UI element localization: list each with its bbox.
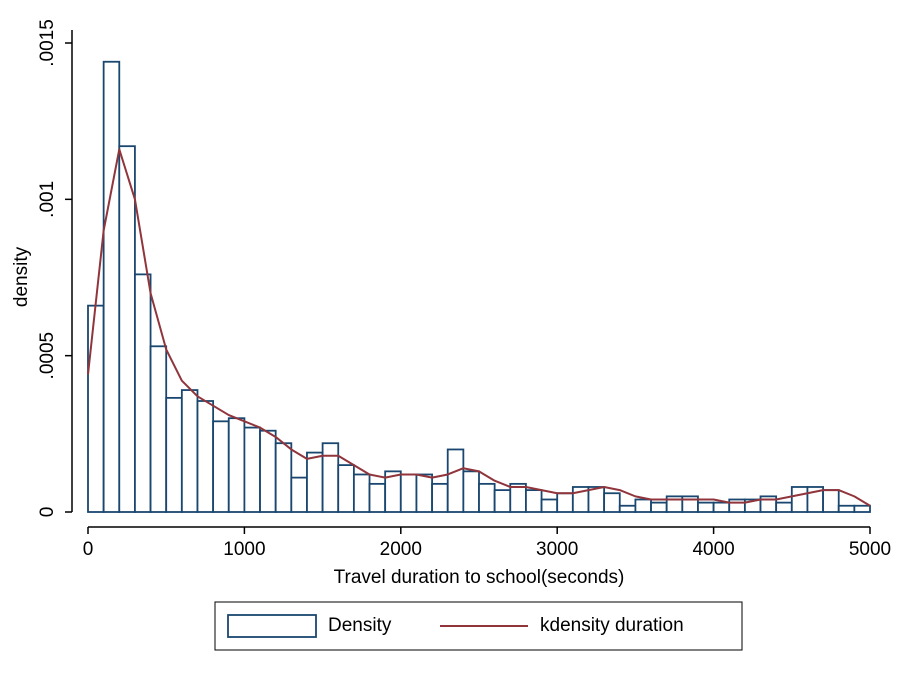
- x-tick-label: 1000: [223, 539, 265, 560]
- bar: [306, 451, 324, 513]
- y-tick-label: 0: [37, 507, 58, 518]
- bar: [587, 486, 606, 513]
- y-tick-label: .0015: [37, 19, 58, 67]
- bar: [274, 442, 293, 513]
- bar: [165, 396, 183, 513]
- bar: [321, 442, 340, 513]
- bar: [837, 504, 856, 513]
- bar: [243, 426, 261, 513]
- bar: [352, 473, 371, 513]
- x-tick-label: 2000: [380, 539, 422, 560]
- y-tick-label: .001: [37, 181, 58, 218]
- bar: [790, 486, 809, 513]
- bar: [415, 473, 433, 513]
- bar: [290, 476, 308, 513]
- bar: [650, 501, 668, 513]
- bar: [728, 498, 746, 513]
- bar: [368, 482, 387, 513]
- bar: [337, 464, 355, 513]
- bar: [227, 417, 246, 513]
- bar: [822, 489, 840, 513]
- x-tick-label: 5000: [849, 539, 891, 560]
- bar: [853, 504, 871, 513]
- bar: [603, 492, 621, 513]
- x-axis-title: Travel duration to school(seconds): [334, 567, 625, 588]
- bar: [540, 498, 559, 513]
- bar: [493, 489, 512, 513]
- bar: [259, 429, 277, 513]
- bar: [446, 448, 465, 513]
- bar: [509, 482, 527, 513]
- bar: [431, 482, 449, 513]
- bar: [556, 492, 574, 513]
- bar: [525, 489, 543, 513]
- bar: [618, 504, 637, 513]
- bar: [134, 273, 152, 513]
- y-axis-title: density: [11, 246, 32, 307]
- bar: [180, 389, 199, 513]
- bar: [196, 400, 215, 513]
- bar: [212, 420, 230, 513]
- bar: [478, 482, 496, 513]
- legend-swatch: [227, 614, 317, 638]
- bar: [399, 473, 418, 513]
- bar: [462, 470, 480, 513]
- bar: [697, 501, 715, 513]
- bar: [775, 501, 793, 513]
- legend-label: kdensity duration: [540, 615, 684, 636]
- legend-label: Density: [328, 615, 392, 636]
- x-tick-label: 0: [83, 539, 94, 560]
- y-tick-label: .0005: [37, 332, 58, 380]
- bar: [712, 501, 731, 513]
- bar: [118, 145, 136, 513]
- bar: [149, 345, 168, 513]
- x-tick-label: 4000: [692, 539, 734, 560]
- bar: [634, 498, 652, 513]
- x-tick-label: 3000: [536, 539, 578, 560]
- bar: [102, 60, 121, 513]
- bar: [87, 304, 105, 513]
- kdensity-line: [87, 148, 871, 507]
